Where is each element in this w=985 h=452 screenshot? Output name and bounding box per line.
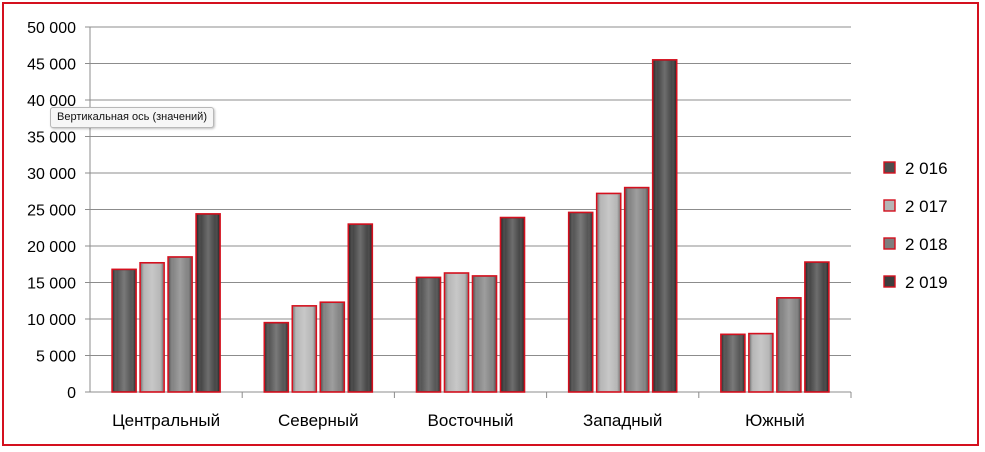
bar[interactable]: [471, 275, 498, 393]
y-tick-label: 10 000: [27, 312, 76, 329]
legend-label: 2 018: [905, 235, 948, 254]
bar-shine: [805, 263, 828, 391]
bar-shine: [141, 263, 164, 391]
bar-shine: [569, 213, 592, 391]
bar-shine: [265, 323, 288, 391]
x-tick-label: Центральный: [112, 411, 220, 430]
bar[interactable]: [167, 256, 193, 393]
axis-tooltip: Вертикальная ось (значений): [50, 107, 214, 128]
bar-shine: [473, 276, 496, 391]
x-tick-label: Южный: [745, 411, 805, 430]
y-tick-label: 30 000: [27, 166, 76, 183]
y-tick-label: 0: [67, 385, 76, 402]
bar[interactable]: [623, 186, 650, 393]
bar-shine: [749, 334, 772, 391]
bar-shine: [197, 214, 220, 391]
legend-label: 2 016: [905, 159, 948, 178]
bar-shine: [417, 278, 440, 391]
legend-item[interactable]: 2 016: [883, 159, 948, 178]
legend-label: 2 017: [905, 197, 948, 216]
bar-shine: [113, 270, 136, 391]
x-tick-label: Северный: [278, 411, 359, 430]
bar[interactable]: [111, 268, 137, 393]
bar[interactable]: [347, 223, 374, 393]
legend-swatch: [883, 275, 896, 288]
bar[interactable]: [415, 276, 442, 393]
legend-item[interactable]: 2 018: [883, 235, 948, 254]
bar-shine: [721, 335, 744, 391]
bar[interactable]: [195, 213, 221, 393]
y-tick-label: 20 000: [27, 239, 76, 256]
bar[interactable]: [291, 305, 318, 393]
bar[interactable]: [804, 261, 830, 393]
y-tick-label: 15 000: [27, 276, 76, 293]
bar[interactable]: [567, 211, 594, 393]
bar[interactable]: [319, 301, 346, 393]
bar-shine: [169, 257, 192, 391]
bar[interactable]: [776, 297, 802, 393]
legend-swatch: [883, 199, 896, 212]
y-tick-label: 50 000: [27, 20, 76, 37]
y-tick-label: 5 000: [36, 349, 76, 366]
legend-swatch: [883, 161, 896, 174]
bar-shine: [597, 194, 620, 391]
bar-shine: [777, 298, 800, 391]
bar-shine: [321, 303, 344, 391]
legend-label: 2 019: [905, 273, 948, 292]
bar-shine: [293, 306, 316, 391]
bar[interactable]: [139, 261, 165, 393]
bar[interactable]: [263, 321, 290, 393]
legend[interactable]: 2 016 2 017 2 018 2 019: [883, 159, 948, 292]
legend-swatch: [883, 237, 896, 250]
bar-shine: [349, 225, 372, 391]
y-tick-label: 40 000: [27, 93, 76, 110]
y-tick-label: 35 000: [27, 130, 76, 147]
bar-shine: [445, 274, 468, 391]
bar[interactable]: [651, 59, 678, 393]
bar[interactable]: [748, 332, 774, 393]
bar[interactable]: [499, 216, 526, 393]
bar[interactable]: [595, 192, 622, 393]
bar[interactable]: [720, 333, 746, 393]
legend-item[interactable]: 2 017: [883, 197, 948, 216]
bar-shine: [501, 218, 524, 391]
bar-shine: [625, 188, 648, 391]
y-tick-label: 25 000: [27, 203, 76, 220]
x-tick-label: Восточный: [428, 411, 514, 430]
y-tick-label: 45 000: [27, 57, 76, 74]
x-tick-label: Западный: [583, 411, 662, 430]
legend-item[interactable]: 2 019: [883, 273, 948, 292]
bars: [111, 59, 830, 393]
bar[interactable]: [443, 272, 470, 393]
y-axis[interactable]: 0 5 000 10 000 15 000 20 000 25 000 30 000 35 0…: [27, 20, 76, 402]
bar-shine: [653, 60, 676, 391]
x-axis[interactable]: Центральный Северный Восточный Западный Южны…: [112, 392, 852, 430]
